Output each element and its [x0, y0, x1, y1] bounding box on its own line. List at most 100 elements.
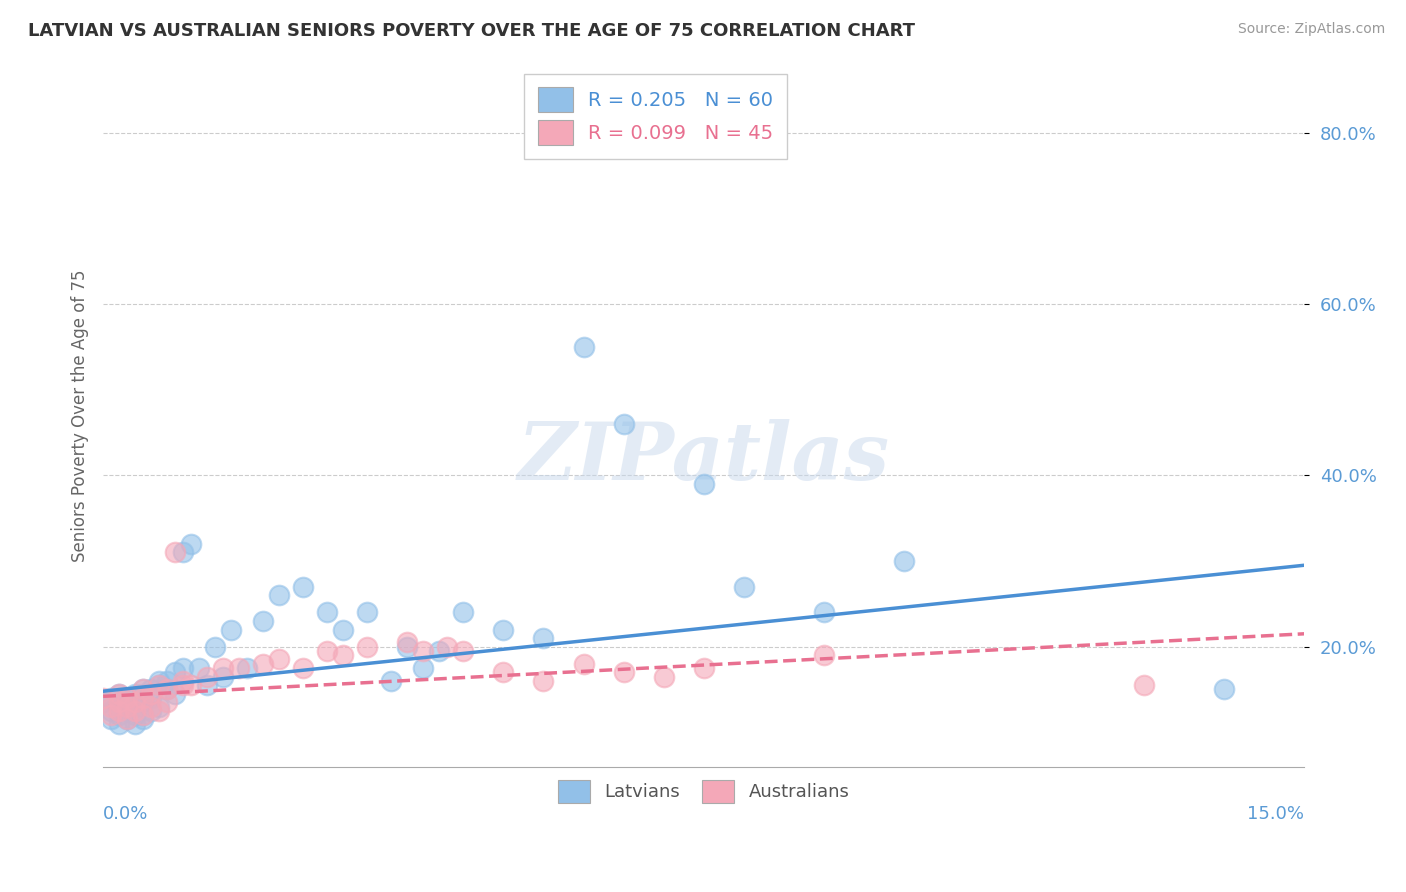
Point — [180, 537, 202, 551]
Point — [195, 678, 218, 692]
Text: ZIPatlas: ZIPatlas — [517, 418, 890, 496]
Point — [148, 704, 170, 718]
Point — [132, 687, 155, 701]
Text: 0.0%: 0.0% — [103, 805, 149, 823]
Point — [356, 640, 378, 654]
Point — [108, 716, 131, 731]
Point — [132, 682, 155, 697]
Point — [1133, 678, 1156, 692]
Point — [156, 673, 179, 688]
Point — [652, 670, 675, 684]
Point — [172, 545, 194, 559]
Point — [236, 661, 259, 675]
Point — [100, 708, 122, 723]
Point — [212, 661, 235, 675]
Point — [91, 695, 114, 709]
Point — [141, 687, 163, 701]
Point — [612, 417, 634, 431]
Point — [165, 687, 187, 701]
Point — [115, 713, 138, 727]
Point — [252, 657, 274, 671]
Point — [204, 640, 226, 654]
Point — [292, 580, 315, 594]
Point — [141, 691, 163, 706]
Point — [108, 695, 131, 709]
Point — [141, 699, 163, 714]
Point — [100, 713, 122, 727]
Point — [124, 716, 146, 731]
Point — [115, 699, 138, 714]
Point — [124, 695, 146, 709]
Point — [692, 476, 714, 491]
Point — [733, 580, 755, 594]
Point — [396, 635, 419, 649]
Point — [132, 708, 155, 723]
Point — [132, 682, 155, 697]
Point — [132, 713, 155, 727]
Point — [533, 631, 555, 645]
Point — [108, 708, 131, 723]
Point — [165, 545, 187, 559]
Point — [396, 640, 419, 654]
Point — [492, 665, 515, 680]
Point — [148, 699, 170, 714]
Point — [141, 682, 163, 697]
Point — [172, 673, 194, 688]
Point — [172, 661, 194, 675]
Point — [156, 695, 179, 709]
Text: LATVIAN VS AUSTRALIAN SENIORS POVERTY OVER THE AGE OF 75 CORRELATION CHART: LATVIAN VS AUSTRALIAN SENIORS POVERTY OV… — [28, 22, 915, 40]
Point — [132, 695, 155, 709]
Point — [412, 644, 434, 658]
Point — [132, 708, 155, 723]
Point — [292, 661, 315, 675]
Point — [108, 687, 131, 701]
Point — [172, 678, 194, 692]
Point — [692, 661, 714, 675]
Point — [124, 708, 146, 723]
Legend: Latvians, Australians: Latvians, Australians — [550, 772, 856, 810]
Point — [108, 699, 131, 714]
Point — [115, 691, 138, 706]
Text: Source: ZipAtlas.com: Source: ZipAtlas.com — [1237, 22, 1385, 37]
Point — [115, 704, 138, 718]
Point — [893, 554, 915, 568]
Point — [132, 691, 155, 706]
Point — [1213, 682, 1236, 697]
Point — [332, 623, 354, 637]
Point — [228, 661, 250, 675]
Point — [429, 644, 451, 658]
Point — [316, 644, 339, 658]
Point — [252, 614, 274, 628]
Point — [453, 606, 475, 620]
Point — [533, 673, 555, 688]
Point — [115, 691, 138, 706]
Point — [572, 657, 595, 671]
Point — [148, 673, 170, 688]
Point — [219, 623, 242, 637]
Text: 15.0%: 15.0% — [1247, 805, 1305, 823]
Point — [165, 665, 187, 680]
Point — [195, 670, 218, 684]
Y-axis label: Seniors Poverty Over the Age of 75: Seniors Poverty Over the Age of 75 — [72, 269, 89, 562]
Point — [332, 648, 354, 663]
Point — [100, 699, 122, 714]
Point — [148, 678, 170, 692]
Point — [156, 682, 179, 697]
Point — [124, 687, 146, 701]
Point — [141, 704, 163, 718]
Point — [115, 713, 138, 727]
Point — [492, 623, 515, 637]
Point — [148, 678, 170, 692]
Point — [212, 670, 235, 684]
Point — [380, 673, 402, 688]
Point — [180, 678, 202, 692]
Point — [813, 606, 835, 620]
Point — [100, 691, 122, 706]
Point — [124, 704, 146, 718]
Point — [188, 661, 211, 675]
Point — [269, 652, 291, 666]
Point — [436, 640, 458, 654]
Point — [91, 691, 114, 706]
Point — [813, 648, 835, 663]
Point — [453, 644, 475, 658]
